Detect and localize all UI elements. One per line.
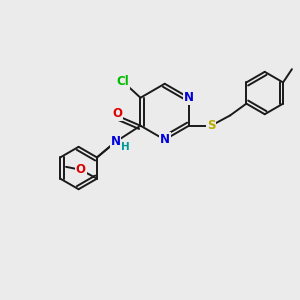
Text: O: O xyxy=(76,163,86,176)
Text: N: N xyxy=(184,91,194,104)
Text: N: N xyxy=(110,135,121,148)
Text: N: N xyxy=(160,133,170,146)
Text: H: H xyxy=(122,142,130,152)
Text: O: O xyxy=(112,107,122,120)
Text: Cl: Cl xyxy=(116,75,129,88)
Text: S: S xyxy=(207,119,215,132)
